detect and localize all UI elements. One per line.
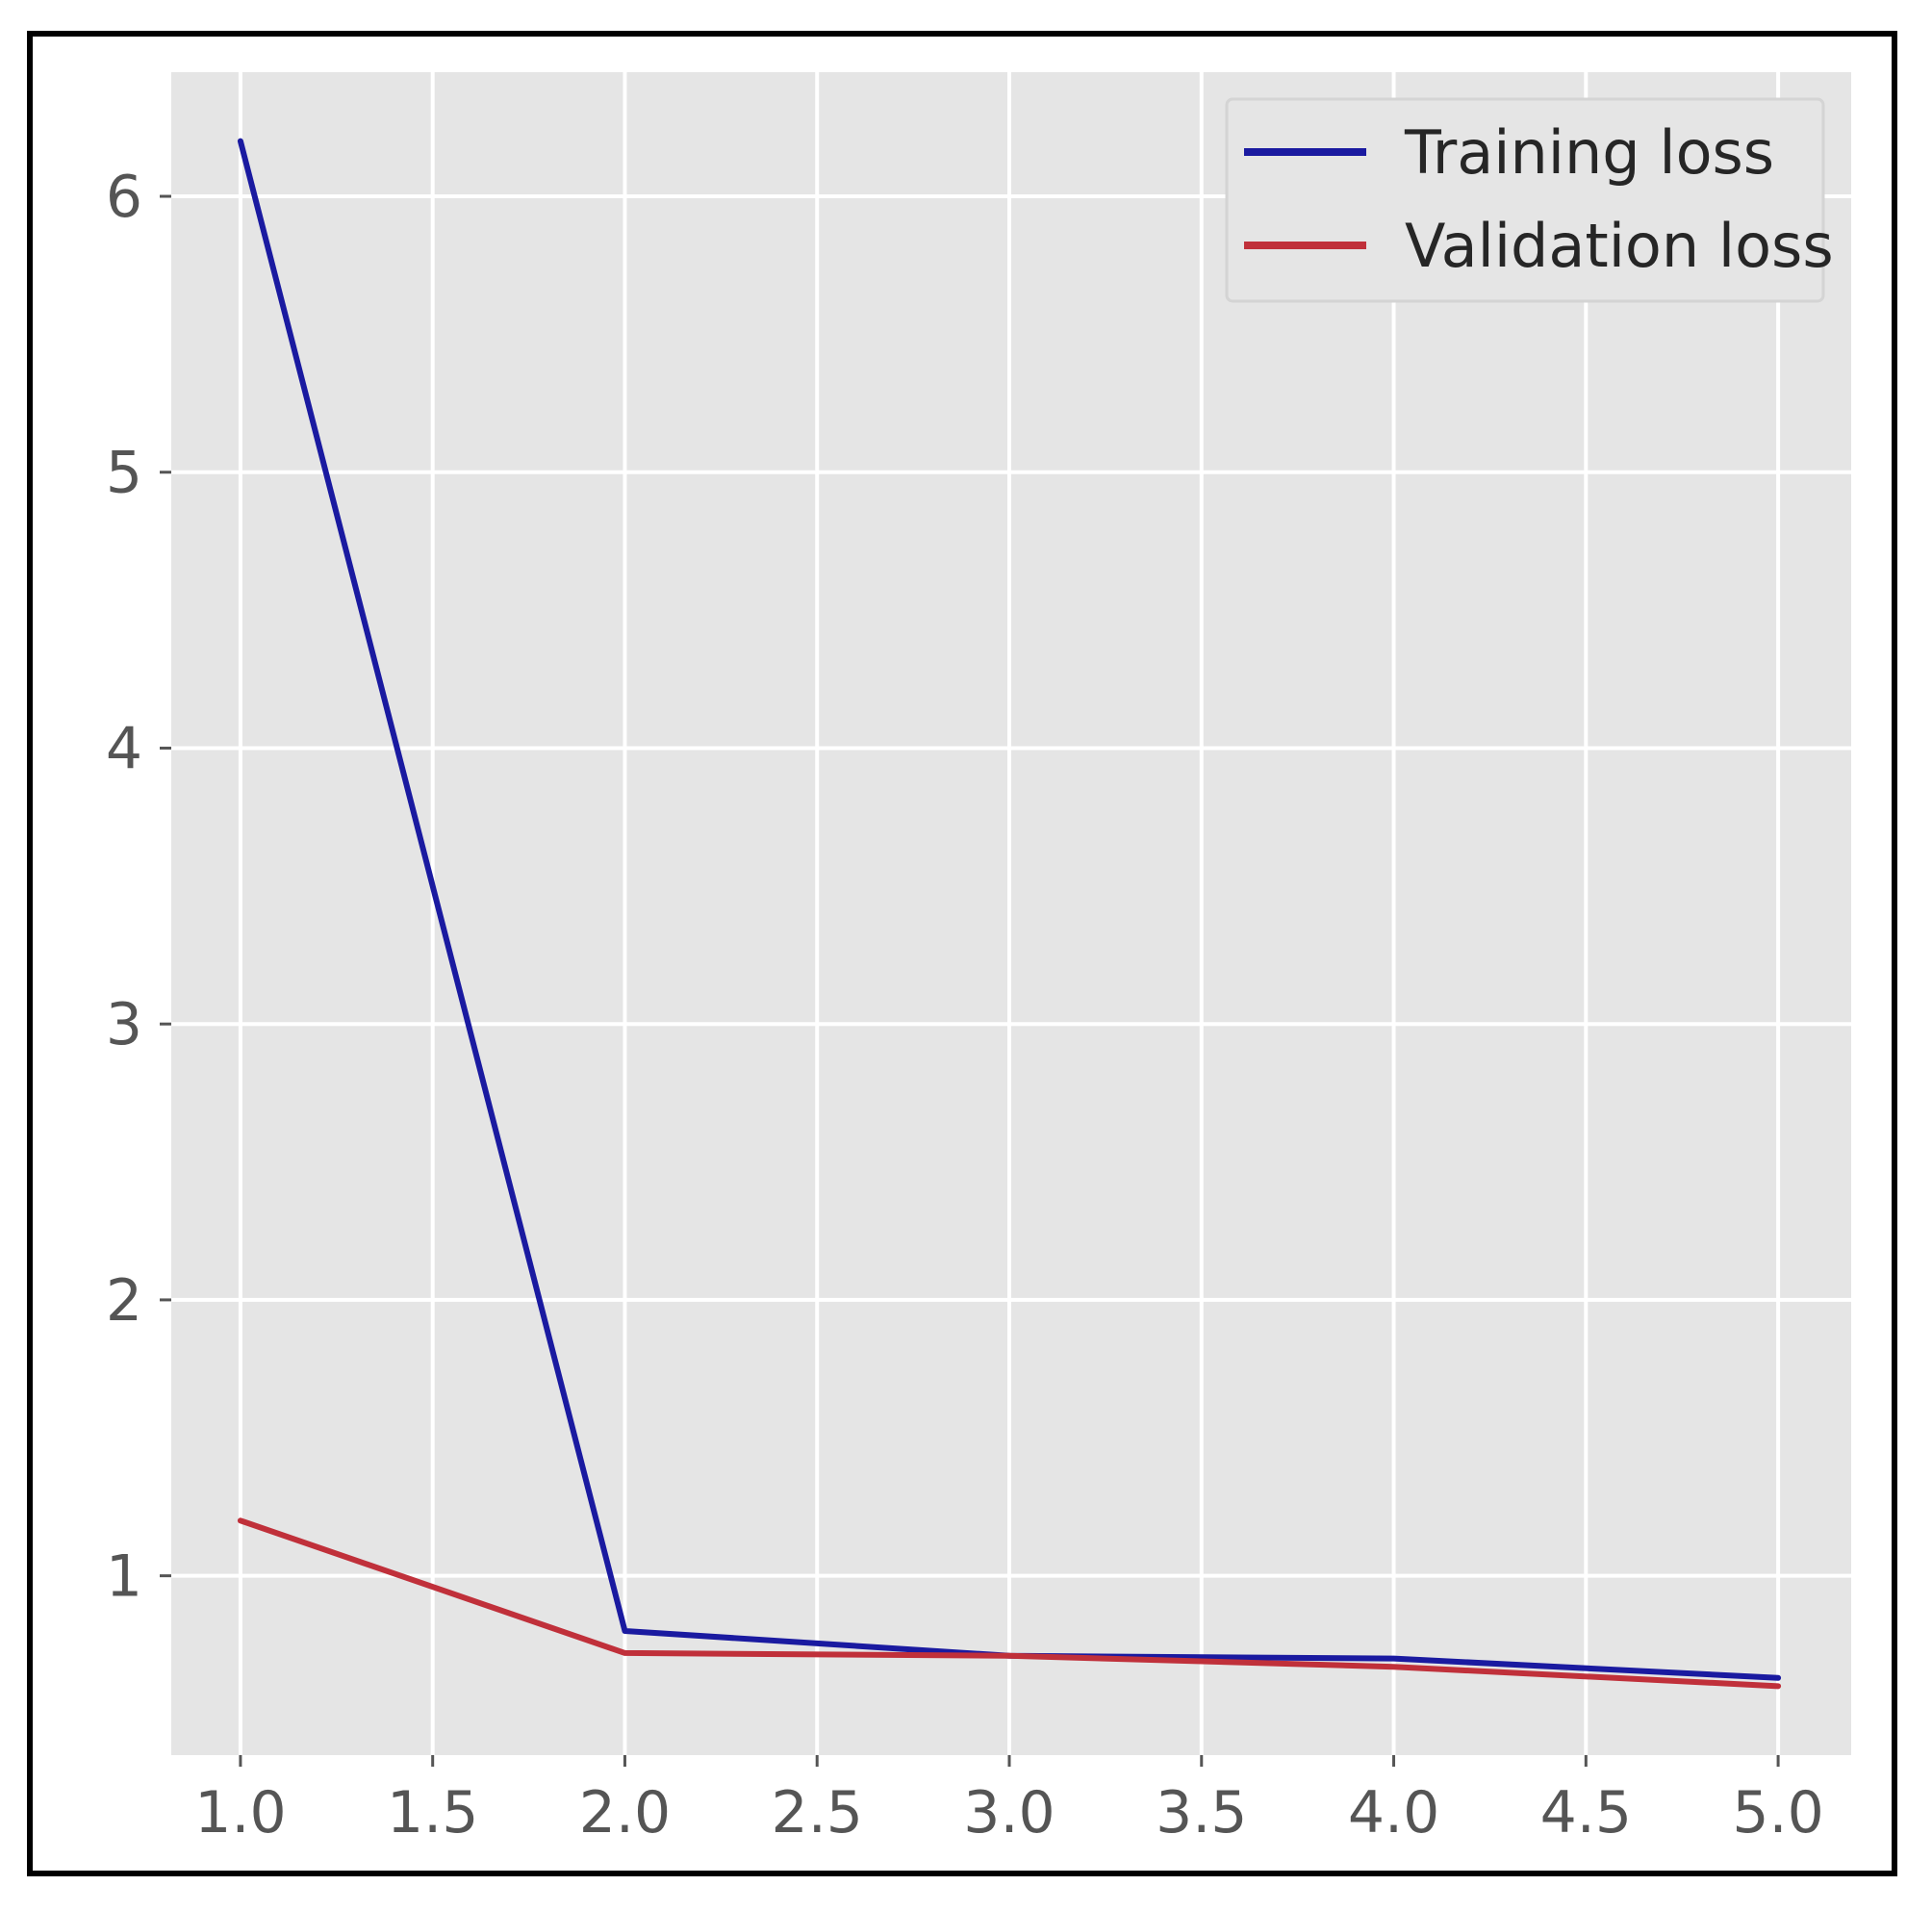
x-tick-label: 2.0 <box>579 1779 671 1847</box>
legend-box <box>1225 97 1825 303</box>
y-tick-label: 4 <box>106 715 142 782</box>
y-tick-label: 5 <box>106 440 142 507</box>
x-tick-label: 5.0 <box>1732 1779 1823 1847</box>
legend: Training loss Validation loss <box>1225 97 1834 303</box>
axis-ticks: 1.0 1.5 2.0 2.5 3.0 3.5 4.0 4.5 5.0 1 2 3 4 5 6 <box>106 164 1824 1847</box>
x-tick-label: 1.0 <box>194 1779 286 1847</box>
x-tick-label: 1.5 <box>387 1779 478 1847</box>
x-tick-label: 3.5 <box>1156 1779 1247 1847</box>
x-tick-label: 4.5 <box>1540 1779 1632 1847</box>
y-tick-label: 2 <box>106 1267 142 1335</box>
x-tick-label: 2.5 <box>772 1779 863 1847</box>
legend-label: Training loss <box>1404 117 1774 188</box>
y-tick-label: 3 <box>106 991 142 1058</box>
series-lines <box>237 138 1782 1690</box>
x-tick-label: 4.0 <box>1348 1779 1439 1847</box>
series-line-validation-loss <box>237 1517 1782 1690</box>
x-tick-label: 3.0 <box>963 1779 1055 1847</box>
y-tick-label: 6 <box>106 164 142 231</box>
legend-label: Validation loss <box>1405 211 1834 281</box>
y-tick-label: 1 <box>106 1543 142 1611</box>
grid <box>171 72 1851 1755</box>
